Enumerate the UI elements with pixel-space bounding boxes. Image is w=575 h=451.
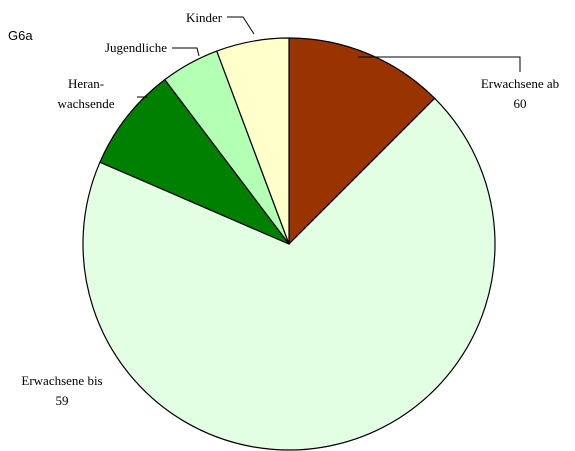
slice-label-4-line-0: Kinder — [186, 10, 223, 25]
leader-line-4 — [227, 16, 255, 35]
pie-slice-4 — [216, 37, 290, 245]
slice-label-3-line-0: Jugendliche — [105, 40, 167, 55]
slice-label-0-line-1: 60 — [514, 96, 527, 111]
pie-slice-0 — [288, 37, 436, 245]
pie-slice-1 — [82, 97, 496, 451]
pie-slice-2 — [99, 79, 290, 245]
slice-label-2-line-1: wachsende — [57, 96, 114, 111]
slice-label-1-line-0: Erwachsene bis — [21, 373, 102, 388]
slice-label-0-line-0: Erwachsene ab — [481, 76, 559, 91]
figure-id-label: G6a — [8, 28, 33, 43]
leader-lines — [137, 16, 521, 98]
slice-label-1-line-1: 59 — [56, 393, 69, 408]
slice-labels: Erwachsene ab 60 Erwachsene bis 59 Heran-wac… — [21, 10, 559, 408]
slice-label-2-line-0: Heran- — [68, 76, 104, 91]
pie-slices — [82, 37, 496, 451]
leader-line-3 — [172, 47, 200, 57]
leader-line-0 — [358, 56, 521, 72]
